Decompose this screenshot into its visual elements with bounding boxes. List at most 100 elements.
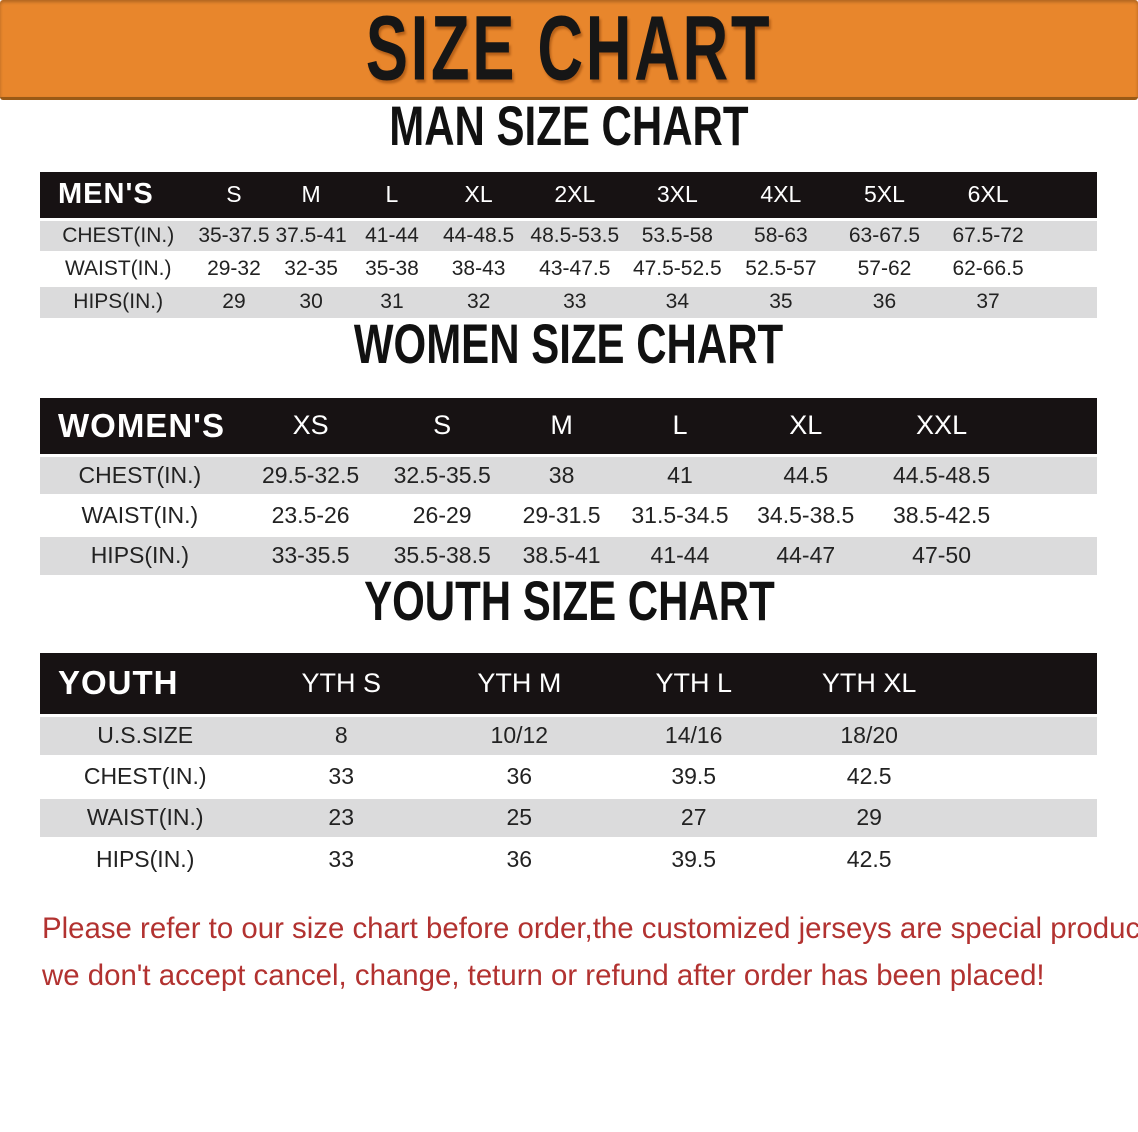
column-header: YTH XL xyxy=(821,667,917,698)
filler-cell xyxy=(957,797,1097,838)
column-header: M xyxy=(301,181,321,208)
women-section-title-text: WOMEN SIZE CHART xyxy=(354,312,784,376)
table-row: CHEST(IN.) 29.5-32.5 32.5-35.5 38 41 44.5 44.5… xyxy=(40,455,1097,495)
table-row: HIPS(IN.) 33-35.5 35.5-38.5 38.5-41 41-44 44-… xyxy=(40,535,1097,575)
row-label: WAIST(IN.) xyxy=(81,501,199,528)
filler-cell xyxy=(1040,285,1097,318)
size-value-cell: 35 xyxy=(769,290,793,314)
man-section-title: MAN SIZE CHART xyxy=(0,94,1138,158)
size-value-cell: 8 xyxy=(334,722,348,748)
size-value-cell: 44.5 xyxy=(783,461,829,488)
column-header: 5XL xyxy=(864,181,905,208)
column-header: M xyxy=(550,410,573,441)
size-value-cell: 43-47.5 xyxy=(539,256,611,280)
footer-line-2: we don't accept cancel, change, teturn o… xyxy=(42,959,1045,992)
row-label: CHEST(IN.) xyxy=(83,763,207,789)
column-header: XS xyxy=(292,410,329,441)
size-value-cell: 35.5-38.5 xyxy=(393,542,491,569)
size-value-cell: 38.5-42.5 xyxy=(892,501,991,528)
filler-cell xyxy=(957,756,1097,797)
size-chart-page: SIZE CHART MAN SIZE CHART MEN'S S M L XL 2XL 3… xyxy=(0,0,1138,999)
size-value-cell: 41 xyxy=(667,461,693,488)
size-value-cell: 36 xyxy=(506,763,533,789)
size-value-cell: 57-62 xyxy=(857,256,912,280)
column-header: XL xyxy=(464,181,493,208)
size-value-cell: 39.5 xyxy=(671,845,717,872)
size-value-cell: 33 xyxy=(328,845,355,872)
size-value-cell: 31 xyxy=(380,290,404,314)
row-label: WAIST(IN.) xyxy=(64,256,172,280)
size-value-cell: 36 xyxy=(506,845,533,872)
banner-title: SIZE CHART xyxy=(365,0,773,100)
size-value-cell: 26-29 xyxy=(412,501,472,528)
man-section-title-text: MAN SIZE CHART xyxy=(389,94,749,158)
size-value-cell: 48.5-53.5 xyxy=(530,223,620,247)
filler-cell xyxy=(1040,172,1097,219)
column-header: YTH S xyxy=(301,667,381,698)
size-value-cell: 14/16 xyxy=(664,722,723,748)
youth-section-title-text: YOUTH SIZE CHART xyxy=(363,569,775,633)
table-row: CHEST(IN.) 33 36 39.5 42.5 xyxy=(40,756,1097,797)
row-label: U.S.SIZE xyxy=(97,722,194,748)
size-value-cell: 32-35 xyxy=(284,256,338,280)
filler-cell xyxy=(1011,535,1097,575)
table-row: WAIST(IN.) 29-32 32-35 35-38 38-43 43-47.5 47.… xyxy=(40,252,1097,285)
table-row: WAIST(IN.) 23.5-26 26-29 29-31.5 31.5-34.5 34… xyxy=(40,495,1097,535)
women-section-title: WOMEN SIZE CHART xyxy=(0,312,1138,376)
column-header: YTH L xyxy=(655,667,732,698)
size-value-cell: 18/20 xyxy=(840,722,898,748)
size-value-cell: 30 xyxy=(299,290,323,314)
size-value-cell: 10/12 xyxy=(490,722,549,748)
size-value-cell: 27 xyxy=(680,804,707,830)
size-value-cell: 63-67.5 xyxy=(848,223,921,247)
row-label: CHEST(IN.) xyxy=(62,223,175,247)
column-header: 2XL xyxy=(554,181,596,208)
women-size-table: WOMEN'S XS S M L XL XXL CHEST(IN.) 29.5-32.5 32.… xyxy=(40,398,1097,575)
table-header-label: YOUTH xyxy=(58,664,179,702)
size-value-cell: 58-63 xyxy=(754,223,808,247)
column-header: L xyxy=(672,410,688,441)
size-value-cell: 32.5-35.5 xyxy=(393,461,491,488)
table-header-label: WOMEN'S xyxy=(58,406,226,444)
table-row: HIPS(IN.) 29 30 31 32 33 34 35 36 37 xyxy=(40,285,1097,318)
filler-cell xyxy=(957,715,1097,756)
size-value-cell: 31.5-34.5 xyxy=(631,501,729,528)
size-value-cell: 38-43 xyxy=(451,256,506,280)
size-value-cell: 33 xyxy=(563,290,587,314)
size-value-cell: 47.5-52.5 xyxy=(632,256,722,280)
size-value-cell: 34 xyxy=(665,290,689,314)
column-header: S xyxy=(226,181,242,208)
size-value-cell: 52.5-57 xyxy=(745,256,817,280)
size-value-cell: 42.5 xyxy=(846,763,892,789)
row-label: HIPS(IN.) xyxy=(90,542,190,569)
size-value-cell: 23 xyxy=(328,804,355,830)
column-header: 4XL xyxy=(760,181,802,208)
table-header-row: WOMEN'S XS S M L XL XXL xyxy=(40,398,1097,455)
size-value-cell: 35-38 xyxy=(365,256,419,280)
size-value-cell: 37 xyxy=(976,290,1000,314)
size-value-cell: 47-50 xyxy=(912,542,971,569)
row-label: WAIST(IN.) xyxy=(86,804,204,830)
size-value-cell: 67.5-72 xyxy=(952,223,1024,247)
column-header: 3XL xyxy=(656,181,698,208)
column-header: XXL xyxy=(916,410,968,441)
size-chart-banner: SIZE CHART xyxy=(0,0,1138,100)
column-header: YTH M xyxy=(477,667,562,698)
footer-line-1: Please refer to our size chart before or… xyxy=(42,912,1138,945)
footer-note: Please refer to our size chart before or… xyxy=(42,905,1138,999)
youth-size-table: YOUTH YTH S YTH M YTH L YTH XL U.S.SIZE 8 10/1… xyxy=(40,653,1097,879)
row-label: HIPS(IN.) xyxy=(95,845,195,872)
size-value-cell: 38 xyxy=(548,461,575,488)
table-row: HIPS(IN.) 33 36 39.5 42.5 xyxy=(40,838,1097,879)
size-value-cell: 44.5-48.5 xyxy=(892,461,991,488)
size-value-cell: 39.5 xyxy=(671,763,717,789)
size-value-cell: 32 xyxy=(466,290,491,314)
column-header: L xyxy=(385,181,399,208)
column-header: S xyxy=(433,410,452,441)
filler-cell xyxy=(957,838,1097,879)
size-value-cell: 29.5-32.5 xyxy=(261,461,360,488)
filler-cell xyxy=(1011,398,1097,455)
filler-cell xyxy=(1011,495,1097,535)
size-value-cell: 37.5-41 xyxy=(275,223,347,247)
size-value-cell: 29 xyxy=(856,804,882,830)
